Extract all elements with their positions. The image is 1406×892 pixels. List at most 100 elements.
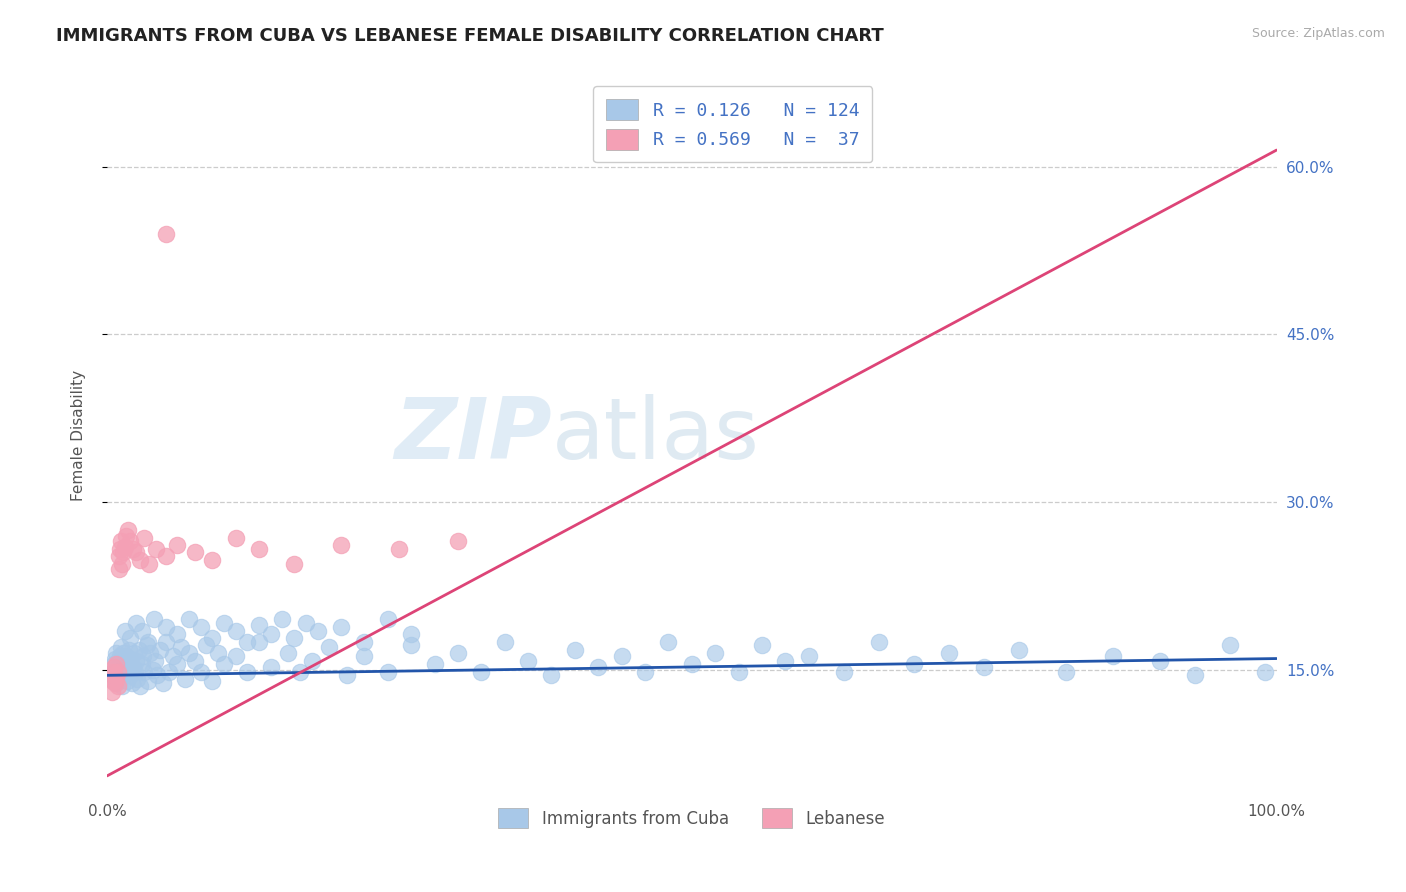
Point bbox=[103, 668, 125, 682]
Point bbox=[104, 651, 127, 665]
Point bbox=[136, 673, 159, 688]
Point bbox=[330, 537, 353, 551]
Point bbox=[155, 549, 177, 563]
Point bbox=[104, 676, 127, 690]
Point bbox=[107, 673, 129, 688]
Point bbox=[423, 657, 446, 672]
Point bbox=[1184, 668, 1206, 682]
Point bbox=[105, 672, 128, 686]
Point bbox=[775, 654, 797, 668]
Point bbox=[117, 523, 139, 537]
Point bbox=[288, 665, 311, 679]
Point bbox=[973, 660, 995, 674]
Point bbox=[120, 668, 142, 682]
Point bbox=[143, 654, 166, 668]
Point bbox=[938, 646, 960, 660]
Point bbox=[142, 663, 165, 677]
Point bbox=[120, 651, 142, 665]
Point bbox=[184, 654, 207, 668]
Point bbox=[110, 534, 132, 549]
Point bbox=[195, 638, 218, 652]
Point bbox=[225, 531, 247, 545]
Point bbox=[212, 657, 235, 672]
Point bbox=[114, 528, 136, 542]
Point bbox=[277, 646, 299, 660]
Point bbox=[146, 668, 169, 682]
Point bbox=[107, 665, 129, 679]
Point bbox=[108, 649, 131, 664]
Point bbox=[114, 649, 136, 664]
Point bbox=[586, 660, 609, 674]
Point bbox=[155, 227, 177, 241]
Legend: Immigrants from Cuba, Lebanese: Immigrants from Cuba, Lebanese bbox=[492, 802, 891, 834]
Point bbox=[225, 649, 247, 664]
Point bbox=[388, 542, 411, 557]
Point bbox=[121, 542, 143, 557]
Point bbox=[107, 549, 129, 563]
Point bbox=[118, 642, 141, 657]
Point bbox=[170, 640, 193, 655]
Point bbox=[115, 673, 138, 688]
Point bbox=[330, 620, 353, 634]
Point bbox=[610, 649, 633, 664]
Point bbox=[540, 668, 562, 682]
Point bbox=[125, 545, 148, 559]
Text: atlas: atlas bbox=[551, 393, 759, 476]
Point bbox=[103, 657, 125, 672]
Point bbox=[111, 557, 134, 571]
Point bbox=[166, 537, 188, 551]
Point bbox=[121, 676, 143, 690]
Point bbox=[1008, 642, 1031, 657]
Point bbox=[127, 672, 149, 686]
Point bbox=[657, 634, 679, 648]
Point bbox=[105, 676, 128, 690]
Point bbox=[295, 615, 318, 630]
Point bbox=[120, 632, 142, 646]
Point bbox=[108, 657, 131, 672]
Point bbox=[751, 638, 773, 652]
Point bbox=[318, 640, 340, 655]
Point bbox=[128, 642, 150, 657]
Point bbox=[634, 665, 657, 679]
Point bbox=[101, 665, 124, 679]
Point bbox=[247, 618, 270, 632]
Point bbox=[166, 657, 188, 672]
Point bbox=[124, 665, 146, 679]
Point bbox=[107, 562, 129, 576]
Point bbox=[103, 660, 125, 674]
Point bbox=[201, 673, 224, 688]
Point bbox=[122, 646, 145, 660]
Point bbox=[447, 534, 470, 549]
Point bbox=[117, 657, 139, 672]
Point bbox=[162, 649, 184, 664]
Point bbox=[1219, 638, 1241, 652]
Point bbox=[107, 660, 129, 674]
Point bbox=[184, 545, 207, 559]
Text: ZIP: ZIP bbox=[394, 393, 551, 476]
Point bbox=[903, 657, 925, 672]
Point bbox=[112, 545, 135, 559]
Point bbox=[797, 649, 820, 664]
Text: IMMIGRANTS FROM CUBA VS LEBANESE FEMALE DISABILITY CORRELATION CHART: IMMIGRANTS FROM CUBA VS LEBANESE FEMALE … bbox=[56, 27, 884, 45]
Point bbox=[399, 638, 422, 652]
Point bbox=[247, 634, 270, 648]
Text: Source: ZipAtlas.com: Source: ZipAtlas.com bbox=[1251, 27, 1385, 40]
Point bbox=[155, 634, 177, 648]
Point bbox=[283, 557, 305, 571]
Point bbox=[174, 672, 197, 686]
Point bbox=[353, 634, 375, 648]
Point bbox=[111, 668, 134, 682]
Point bbox=[201, 553, 224, 567]
Point bbox=[108, 542, 131, 557]
Point bbox=[107, 680, 129, 694]
Point bbox=[136, 634, 159, 648]
Point bbox=[260, 660, 283, 674]
Point bbox=[1149, 654, 1171, 668]
Point bbox=[517, 654, 540, 668]
Point bbox=[125, 615, 148, 630]
Point bbox=[114, 665, 136, 679]
Point bbox=[114, 657, 136, 672]
Point bbox=[177, 612, 200, 626]
Point bbox=[152, 676, 174, 690]
Point bbox=[149, 642, 172, 657]
